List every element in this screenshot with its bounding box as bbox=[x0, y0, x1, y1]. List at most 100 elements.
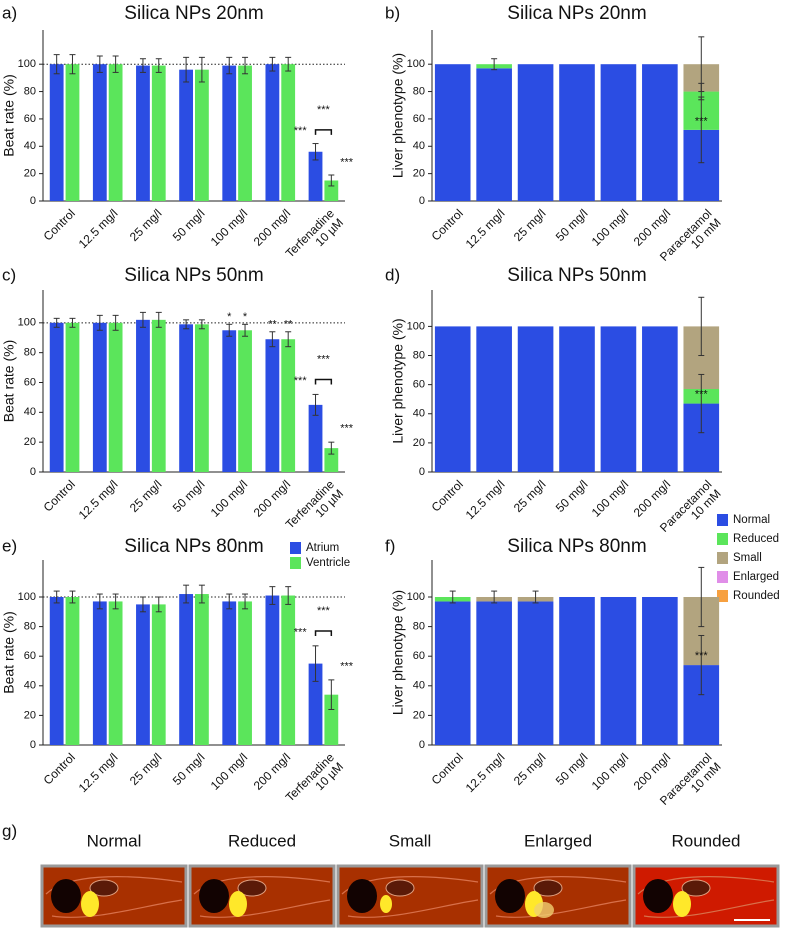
bar-segment bbox=[559, 64, 595, 201]
bar-segment bbox=[434, 601, 471, 745]
larva-heart bbox=[81, 891, 99, 917]
bar bbox=[49, 322, 64, 472]
y-tick-label: 80 bbox=[413, 85, 425, 97]
y-tick-label: 0 bbox=[419, 195, 425, 207]
y-tick-label: 20 bbox=[24, 709, 36, 721]
y-tick-label: 100 bbox=[407, 591, 425, 603]
significance-label: *** bbox=[294, 125, 308, 137]
significance-label: *** bbox=[695, 116, 709, 128]
y-tick-label: 60 bbox=[413, 113, 425, 125]
legend-label: Ventricle bbox=[306, 557, 350, 569]
bar bbox=[65, 64, 80, 201]
bar bbox=[151, 319, 166, 472]
panel-label: e) bbox=[2, 536, 17, 555]
significance-label: *** bbox=[340, 423, 354, 435]
y-axis-label: Liver phenotype (%) bbox=[390, 318, 406, 443]
bar bbox=[65, 597, 80, 745]
bar bbox=[179, 324, 193, 472]
chart-title: Silica NPs 80nm bbox=[507, 536, 646, 557]
bar bbox=[222, 601, 237, 745]
panel-label: c) bbox=[2, 265, 16, 284]
y-tick-label: 80 bbox=[24, 85, 36, 97]
bar bbox=[281, 339, 296, 472]
legend-label: Rounded bbox=[733, 590, 780, 602]
bar bbox=[92, 322, 107, 472]
y-tick-label: 0 bbox=[30, 195, 36, 207]
bar bbox=[324, 694, 339, 745]
bar bbox=[308, 663, 323, 745]
bar bbox=[92, 64, 107, 201]
legend-swatch bbox=[290, 542, 301, 554]
bar-segment bbox=[600, 326, 637, 472]
significance-label: *** bbox=[317, 605, 331, 617]
significance-bracket bbox=[314, 129, 333, 135]
image-caption: Reduced bbox=[228, 831, 296, 850]
y-tick-label: 80 bbox=[413, 621, 425, 633]
panel-label: f) bbox=[385, 536, 395, 555]
y-axis-label: Beat rate (%) bbox=[1, 340, 17, 422]
panel-label: g) bbox=[2, 821, 17, 840]
panel-label: a) bbox=[2, 3, 17, 22]
y-tick-label: 60 bbox=[24, 650, 36, 662]
bar-segment bbox=[517, 64, 554, 201]
y-tick-label: 100 bbox=[18, 591, 36, 603]
bar bbox=[222, 330, 237, 472]
y-tick-label: 100 bbox=[18, 317, 36, 329]
y-tick-label: 80 bbox=[24, 347, 36, 359]
y-tick-label: 100 bbox=[407, 320, 425, 332]
y-tick-label: 20 bbox=[413, 709, 425, 721]
y-tick-label: 40 bbox=[24, 406, 36, 418]
significance-label: *** bbox=[294, 626, 308, 638]
bar bbox=[136, 604, 150, 745]
chart-title: Silica NPs 50nm bbox=[124, 265, 263, 286]
significance-label: *** bbox=[340, 660, 354, 672]
significance-label: * bbox=[243, 311, 248, 323]
bar bbox=[136, 65, 150, 202]
image-frame bbox=[40, 864, 188, 928]
bar bbox=[151, 604, 166, 745]
larva-yolk bbox=[89, 879, 119, 897]
significance-label: *** bbox=[317, 353, 331, 365]
y-tick-label: 80 bbox=[413, 349, 425, 361]
bar bbox=[281, 64, 296, 201]
bar bbox=[281, 595, 296, 745]
y-axis-label: Beat rate (%) bbox=[1, 74, 17, 156]
image-caption: Enlarged bbox=[524, 831, 592, 850]
bar-segment bbox=[600, 597, 637, 745]
image-caption: Rounded bbox=[671, 831, 740, 850]
bar bbox=[108, 601, 123, 745]
significance-label: *** bbox=[695, 650, 709, 662]
bar bbox=[265, 595, 280, 745]
bar bbox=[265, 64, 280, 201]
significance-label: *** bbox=[695, 389, 709, 401]
y-tick-label: 40 bbox=[413, 408, 425, 420]
legend-label: Enlarged bbox=[733, 571, 779, 583]
larva-yolk bbox=[237, 879, 267, 897]
bar bbox=[238, 65, 252, 202]
y-tick-label: 20 bbox=[413, 168, 425, 180]
bar bbox=[238, 330, 252, 472]
legend-label: Normal bbox=[733, 514, 770, 526]
larva-eye bbox=[199, 879, 229, 913]
significance-bracket bbox=[314, 630, 333, 637]
bar-segment bbox=[642, 597, 678, 745]
bar bbox=[179, 594, 193, 745]
y-tick-label: 60 bbox=[413, 379, 425, 391]
y-axis-label: Beat rate (%) bbox=[1, 611, 17, 693]
image-frame bbox=[632, 864, 780, 928]
bar bbox=[151, 65, 166, 202]
y-tick-label: 0 bbox=[30, 466, 36, 478]
bar bbox=[324, 448, 339, 472]
significance-label: ** bbox=[284, 319, 293, 331]
bar-segment bbox=[476, 601, 512, 745]
bar bbox=[308, 404, 323, 472]
y-tick-label: 20 bbox=[24, 168, 36, 180]
bar bbox=[108, 322, 123, 472]
legend-swatch bbox=[290, 557, 301, 569]
bar-segment bbox=[434, 64, 471, 201]
significance-label: *** bbox=[340, 157, 354, 169]
bar bbox=[49, 597, 64, 745]
y-tick-label: 40 bbox=[413, 140, 425, 152]
bar bbox=[179, 69, 193, 201]
